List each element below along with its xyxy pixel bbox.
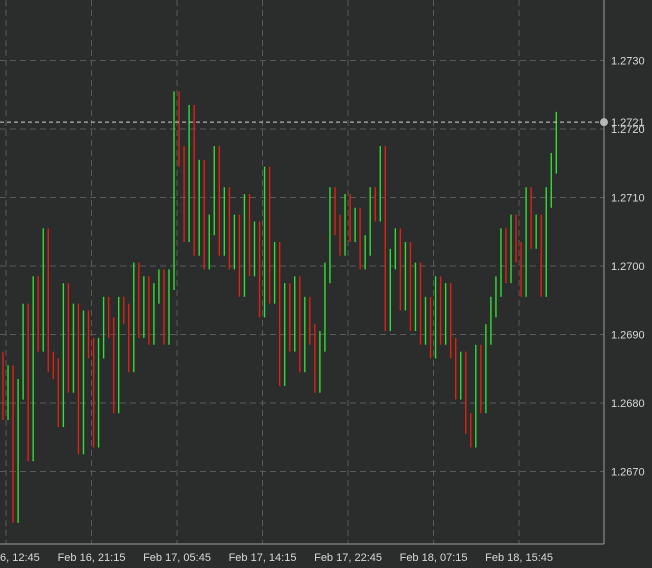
time-tick-label: Feb 17, 14:15	[229, 552, 297, 564]
current-price-dot[interactable]	[600, 118, 608, 127]
price-tick-label: 1.2710	[611, 193, 645, 205]
time-tick-label: Feb 18, 07:15	[400, 552, 468, 564]
time-tick-label: Feb 16, 21:15	[58, 552, 126, 564]
time-axis: 6, 12:45 Feb 16, 21:15 Feb 17, 05:45 Feb…	[0, 552, 553, 564]
price-tick-label: 1.2690	[611, 330, 645, 342]
current-price-marker: 1.2721	[0, 117, 645, 129]
current-price-label: 1.2721	[611, 117, 645, 129]
price-tick-label: 1.2670	[611, 467, 645, 479]
time-tick-label: Feb 17, 22:45	[314, 552, 382, 564]
bars-layer	[2, 91, 557, 523]
time-tick-label: 6, 12:45	[0, 552, 40, 564]
grid-lines	[0, 0, 604, 544]
price-tick-label: 1.2730	[611, 56, 645, 68]
price-tick-label: 1.2680	[611, 398, 645, 410]
time-tick-label: Feb 18, 15:45	[485, 552, 553, 564]
time-tick-label: Feb 17, 05:45	[143, 552, 211, 564]
price-tick-label: 1.2720	[611, 124, 645, 136]
price-tick-label: 1.2700	[611, 261, 645, 273]
price-axis: 1.2670 1.2680 1.2690 1.2700 1.2710 1.272…	[611, 56, 645, 479]
